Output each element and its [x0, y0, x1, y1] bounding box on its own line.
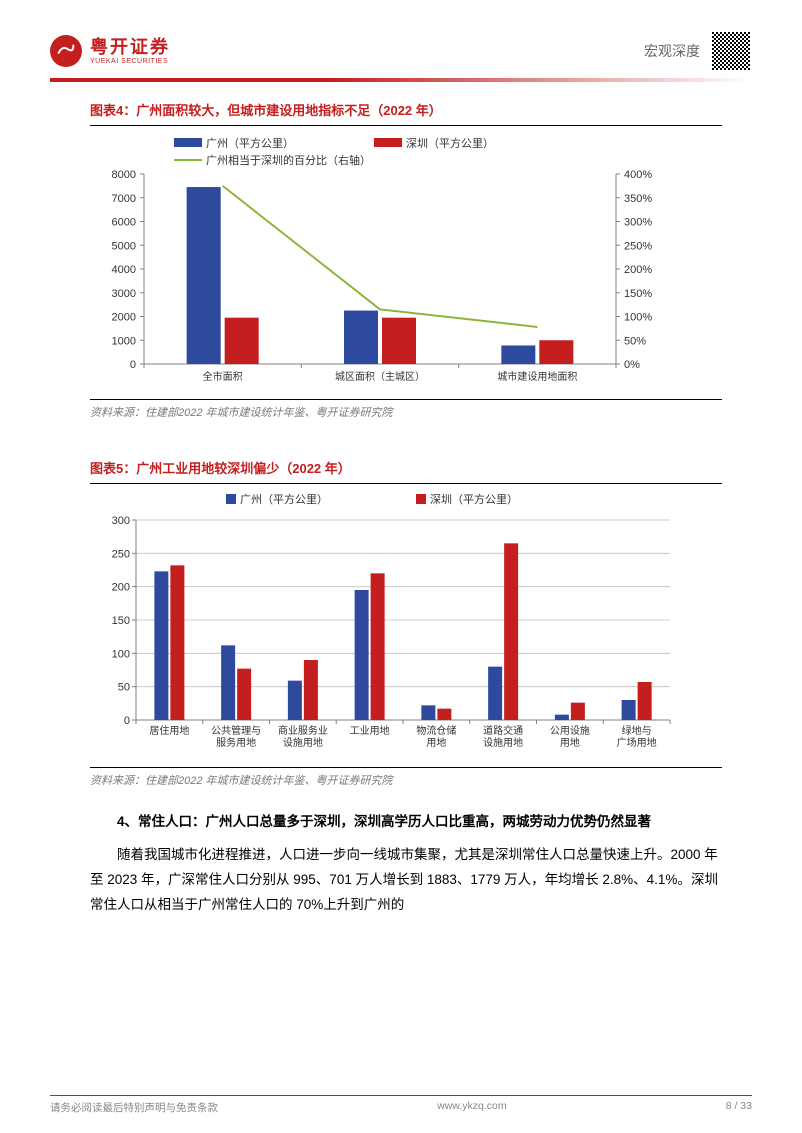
logo-block: 粤开证券 YUEKAI SECURITIES: [50, 35, 170, 67]
logo-text-en: YUEKAI SECURITIES: [90, 58, 170, 65]
svg-text:7000: 7000: [112, 193, 136, 205]
svg-text:城区面积（主城区）: 城区面积（主城区）: [335, 371, 425, 383]
chart4-title: 图表4：广州面积较大，但城市建设用地指标不足（2022 年）: [90, 100, 722, 119]
page-header: 粤开证券 YUEKAI SECURITIES 宏观深度: [50, 30, 752, 72]
svg-text:3000: 3000: [112, 288, 136, 300]
qr-code-icon: [710, 30, 752, 72]
chart5-title: 图表5：广州工业用地较深圳偏少（2022 年）: [90, 458, 722, 477]
svg-text:1000: 1000: [112, 335, 136, 347]
svg-text:2000: 2000: [112, 312, 136, 324]
svg-text:公共管理与: 公共管理与: [211, 724, 261, 737]
chart4-source: 资料来源：住建部2022 年城市建设统计年鉴、粤开证券研究院: [90, 399, 722, 420]
footer-disclaimer: 请务必阅读最后特别声明与免责条款: [50, 1100, 218, 1115]
logo-icon: [50, 35, 82, 67]
svg-text:100%: 100%: [624, 312, 652, 324]
svg-text:道路交通: 道路交通: [483, 724, 523, 737]
footer-url: www.ykzq.com: [437, 1100, 506, 1115]
svg-text:4000: 4000: [112, 264, 136, 276]
svg-text:300%: 300%: [624, 217, 652, 229]
header-divider: [50, 78, 752, 82]
svg-text:5000: 5000: [112, 240, 136, 252]
doc-type-label: 宏观深度: [644, 41, 700, 61]
svg-text:200: 200: [112, 582, 130, 594]
svg-text:公用设施: 公用设施: [550, 724, 590, 737]
svg-text:居住用地: 居住用地: [149, 724, 189, 737]
chart5: 广州（平方公里） 深圳（平方公里） 0 50 100 150 200 250 300 居住用地 公共…: [90, 490, 722, 765]
svg-text:8000: 8000: [112, 169, 136, 181]
svg-text:广州（平方公里）: 广州（平方公里）: [206, 136, 294, 150]
svg-text:用地: 用地: [426, 736, 446, 749]
svg-text:绿地与: 绿地与: [622, 724, 652, 737]
svg-text:用地: 用地: [560, 736, 580, 749]
svg-text:广州（平方公里）: 广州（平方公里）: [240, 492, 328, 506]
svg-text:150: 150: [112, 615, 130, 627]
svg-text:150%: 150%: [624, 288, 652, 300]
svg-text:200%: 200%: [624, 264, 652, 276]
svg-text:6000: 6000: [112, 217, 136, 229]
section-heading: 4、常住人口：广州人口总量多于深圳，深圳高学历人口比重高，两城劳动力优势仍然显著: [90, 810, 722, 835]
svg-text:250: 250: [112, 548, 130, 560]
svg-text:广场用地: 广场用地: [617, 736, 657, 749]
page-footer: 请务必阅读最后特别声明与免责条款 www.ykzq.com 8 / 33: [50, 1095, 752, 1115]
svg-text:400%: 400%: [624, 169, 652, 181]
svg-text:0%: 0%: [624, 359, 640, 371]
logo-text-cn: 粤开证券: [90, 38, 170, 56]
svg-text:服务用地: 服务用地: [216, 736, 256, 749]
svg-text:设施用地: 设施用地: [283, 736, 323, 749]
svg-text:城市建设用地面积: 城市建设用地面积: [497, 370, 577, 383]
chart5-source: 资料来源：住建部2022 年城市建设统计年鉴、粤开证券研究院: [90, 767, 722, 788]
svg-text:深圳（平方公里）: 深圳（平方公里）: [406, 136, 494, 150]
svg-text:广州相当于深圳的百分比（右轴）: 广州相当于深圳的百分比（右轴）: [206, 153, 371, 167]
svg-text:100: 100: [112, 648, 130, 660]
svg-text:深圳（平方公里）: 深圳（平方公里）: [430, 492, 518, 506]
svg-text:0: 0: [124, 715, 130, 727]
svg-text:商业服务业: 商业服务业: [278, 724, 328, 737]
footer-page-number: 8 / 33: [726, 1100, 752, 1115]
svg-text:全市面积: 全市面积: [203, 370, 243, 383]
svg-text:工业用地: 工业用地: [350, 724, 390, 737]
svg-text:设施用地: 设施用地: [483, 736, 523, 749]
svg-text:350%: 350%: [624, 193, 652, 205]
chart4: 广州（平方公里） 深圳（平方公里） 广州相当于深圳的百分比（右轴） 0 1000 2000…: [90, 132, 722, 397]
body-paragraph: 随着我国城市化进程推进，人口进一步向一线城市集聚，尤其是深圳常住人口总量快速上升…: [90, 843, 722, 918]
svg-text:50: 50: [118, 682, 130, 694]
body-section: 4、常住人口：广州人口总量多于深圳，深圳高学历人口比重高，两城劳动力优势仍然显著…: [90, 810, 722, 918]
svg-text:50%: 50%: [624, 335, 646, 347]
svg-text:0: 0: [130, 359, 136, 371]
svg-text:250%: 250%: [624, 240, 652, 252]
svg-text:物流仓储: 物流仓储: [416, 724, 456, 737]
svg-text:300: 300: [112, 515, 130, 527]
